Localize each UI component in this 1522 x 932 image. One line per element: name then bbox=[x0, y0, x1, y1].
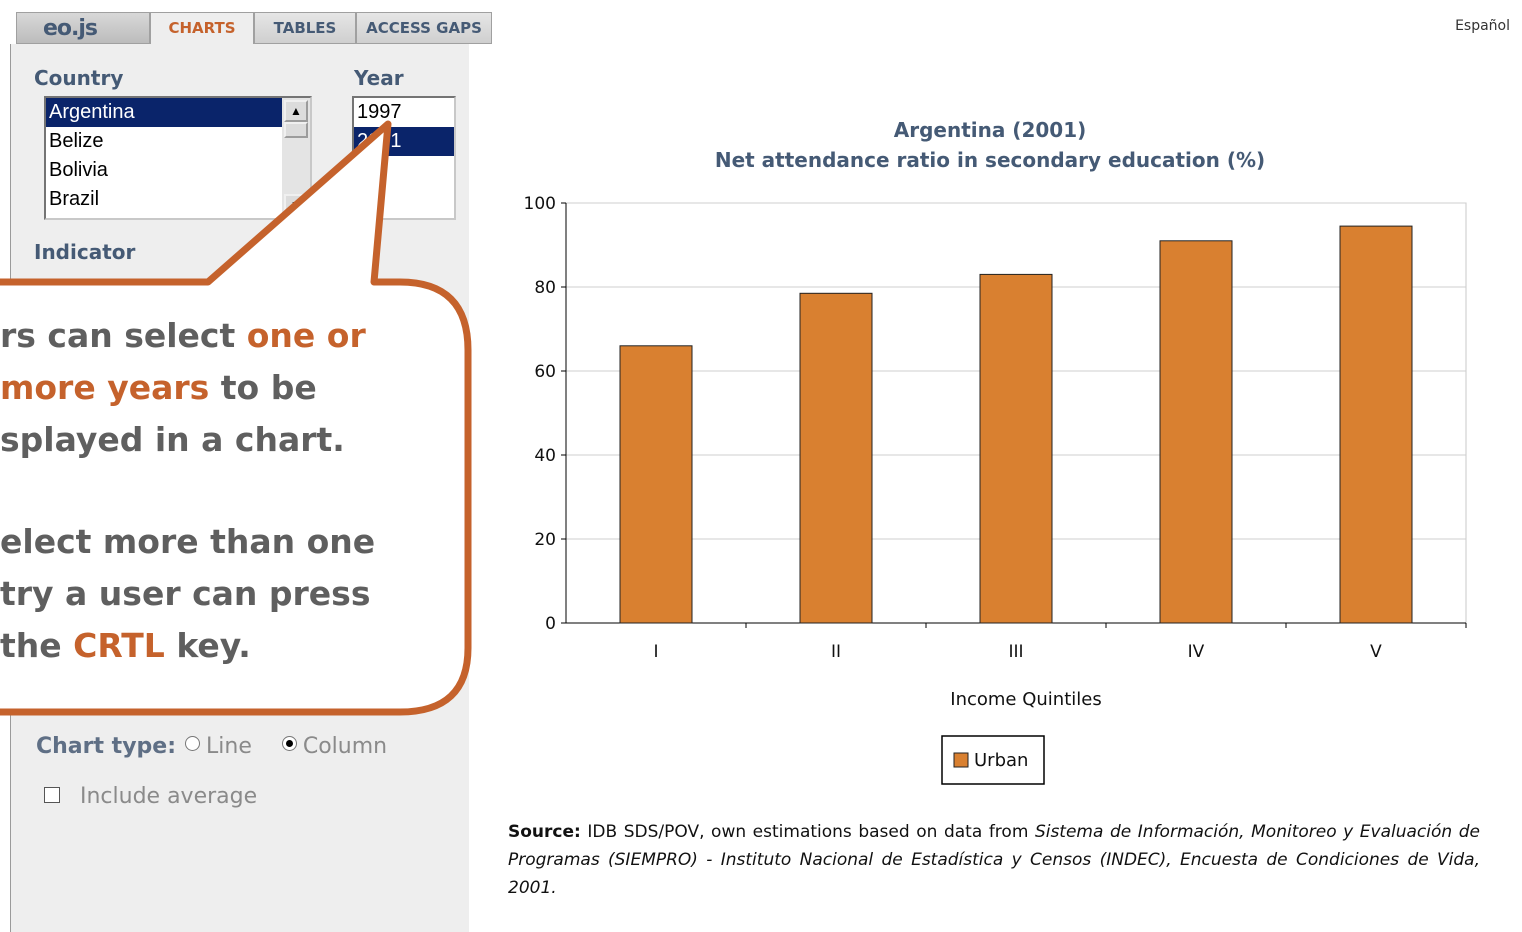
radio-line[interactable] bbox=[185, 736, 201, 751]
year-label: Year bbox=[354, 66, 404, 90]
y-tick-label: 40 bbox=[534, 446, 556, 466]
radio-line-label: Line bbox=[206, 734, 252, 759]
scroll-thumb[interactable] bbox=[284, 122, 308, 138]
year-option[interactable]: 1997 bbox=[357, 101, 402, 123]
chart-title: Argentina (2001) bbox=[893, 118, 1087, 142]
legend-label: Urban bbox=[974, 750, 1028, 771]
scroll-up-icon[interactable]: ▲ bbox=[284, 100, 308, 122]
chart-subtitle: Net attendance ratio in secondary educat… bbox=[714, 148, 1266, 172]
bar bbox=[1339, 225, 1413, 624]
y-tick-label: 100 bbox=[524, 194, 556, 214]
legend-swatch bbox=[953, 752, 969, 768]
radio-column-label: Column bbox=[302, 734, 388, 759]
bar bbox=[1159, 240, 1233, 624]
source-italic: Sistema de Información, Monitoreo y Eval… bbox=[508, 822, 1480, 898]
y-tick-label: 80 bbox=[534, 278, 556, 298]
bar bbox=[619, 345, 693, 624]
chart-type-row: Chart type: Line Column bbox=[36, 734, 387, 759]
x-tick-label: I bbox=[653, 642, 658, 662]
y-tick-label: 60 bbox=[534, 362, 556, 382]
source-note: Source: IDB SDS/POV, own estimations bas… bbox=[508, 818, 1480, 902]
source-label: Source: bbox=[508, 822, 581, 842]
country-option[interactable]: Brazil bbox=[49, 188, 100, 210]
radio-column[interactable] bbox=[281, 736, 297, 751]
chart-type-label: Chart type: bbox=[36, 734, 177, 759]
bar bbox=[799, 292, 873, 624]
country-option[interactable]: Belize bbox=[49, 130, 104, 152]
x-tick-label: III bbox=[1008, 642, 1023, 662]
x-tick-label: V bbox=[1370, 642, 1382, 662]
x-tick-label: II bbox=[831, 642, 841, 662]
tab-access-gaps[interactable]: ACCESS GAPS bbox=[356, 12, 492, 44]
country-option[interactable]: Bolivia bbox=[49, 159, 108, 181]
y-tick-label: 0 bbox=[545, 614, 556, 634]
y-tick-label: 20 bbox=[534, 530, 556, 550]
language-link[interactable]: Español bbox=[1455, 18, 1510, 34]
include-average-label: Include average bbox=[80, 784, 258, 809]
bar bbox=[979, 273, 1053, 624]
indicator-label: Indicator bbox=[34, 240, 136, 264]
logo-tab[interactable]: eo.js bbox=[16, 12, 150, 44]
x-axis-label: Income Quintiles bbox=[950, 689, 1101, 710]
country-option[interactable]: Argentina bbox=[46, 98, 310, 127]
x-tick-label: IV bbox=[1188, 642, 1205, 662]
source-text: IDB SDS/POV, own estimations based on da… bbox=[580, 822, 1035, 842]
country-label: Country bbox=[34, 66, 124, 90]
include-average-checkbox[interactable] bbox=[44, 787, 60, 803]
logo: eo.js bbox=[43, 16, 98, 41]
tab-bar: eo.js CHARTS TABLES ACCESS GAPS bbox=[10, 12, 492, 44]
tab-tables[interactable]: TABLES bbox=[254, 12, 356, 44]
tab-charts[interactable]: CHARTS bbox=[150, 12, 254, 44]
